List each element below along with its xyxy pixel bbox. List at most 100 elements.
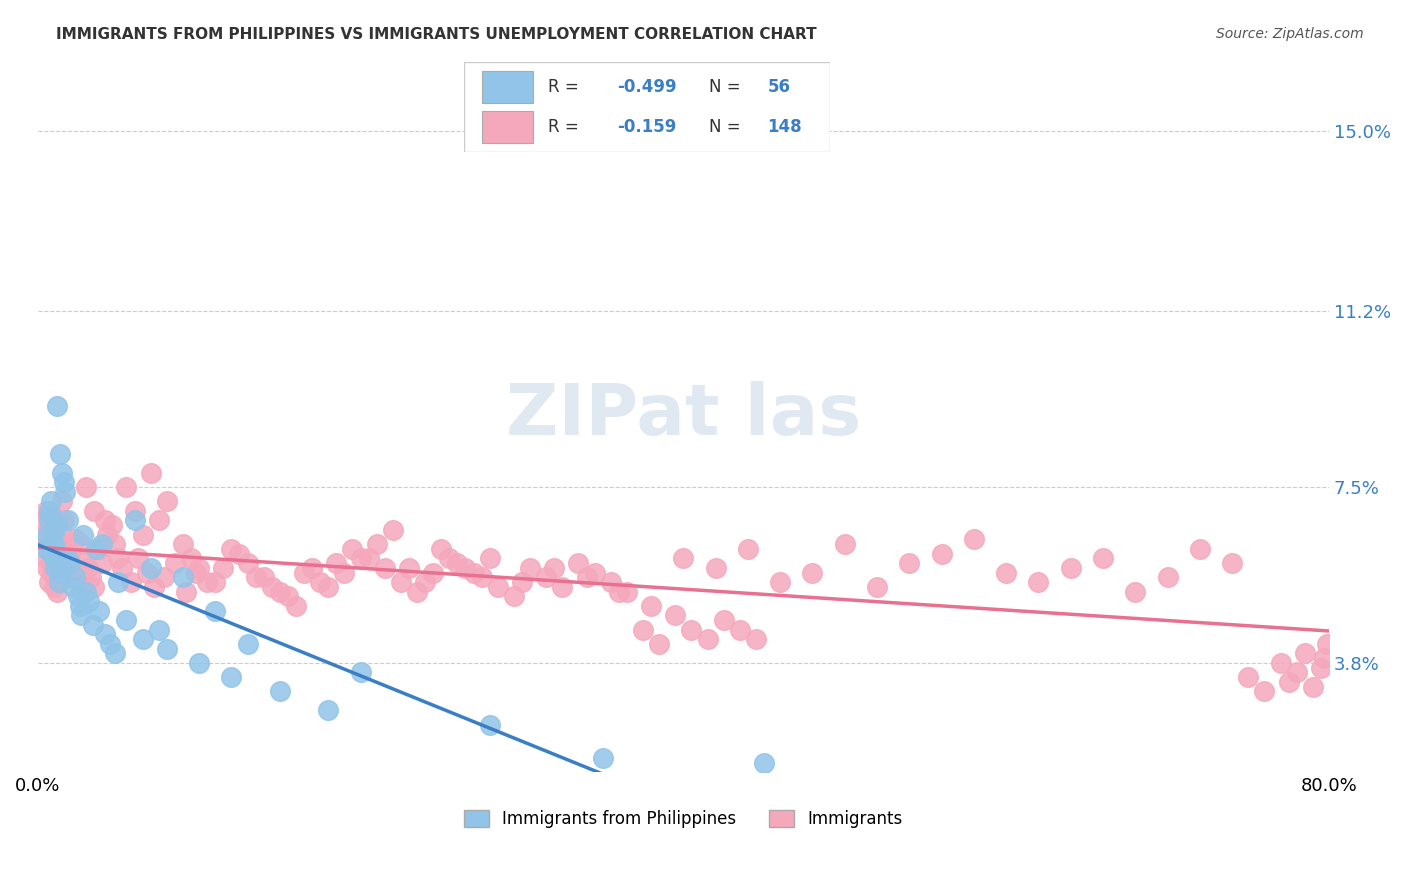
Point [260,580,283,594]
Point [1285,665,1308,680]
Point [48,561,70,575]
Point [463,566,485,580]
Point [422,566,444,580]
Point [39,508,62,523]
Point [31,527,53,541]
Point [174,584,197,599]
Point [51,494,73,508]
Point [510,575,533,590]
Point [80,570,103,584]
Point [236,637,259,651]
Point [648,637,671,651]
Point [713,613,735,627]
Text: Source: ZipAtlas.com: Source: ZipAtlas.com [1216,27,1364,41]
Point [37,527,59,541]
Point [592,751,614,765]
Point [236,556,259,570]
Point [898,556,921,570]
Point [381,523,404,537]
Point [124,513,146,527]
Point [204,603,226,617]
Point [35,551,58,566]
Point [333,566,356,580]
Point [664,608,686,623]
Point [63,570,86,584]
Point [131,527,153,541]
Point [55,551,77,566]
Point [269,684,291,698]
Point [53,484,76,499]
Point [631,623,654,637]
Point [502,590,524,604]
Point [430,541,453,556]
Point [73,551,96,566]
Point [963,533,986,547]
Point [32,513,55,527]
Point [184,566,207,580]
Point [53,537,76,551]
Point [681,623,703,637]
Point [221,541,243,556]
Point [163,556,186,570]
Point [349,551,371,566]
FancyBboxPatch shape [464,62,830,152]
Point [101,518,124,533]
Point [83,504,105,518]
Point [84,541,107,556]
Point [42,518,65,533]
Point [728,623,751,637]
Point [51,527,73,541]
Point [180,551,202,566]
Point [42,551,65,566]
Point [534,570,557,584]
Point [446,556,468,570]
Text: ZIPat las: ZIPat las [506,381,860,450]
Point [277,590,299,604]
Point [366,537,388,551]
Point [67,575,90,590]
Point [349,665,371,680]
Point [995,566,1018,580]
Point [39,494,62,508]
Point [212,561,235,575]
Point [62,566,84,580]
Point [120,575,142,590]
Point [46,400,69,414]
Point [91,556,114,570]
Point [39,556,62,570]
Point [188,561,211,575]
Point [124,504,146,518]
Point [413,575,436,590]
Point [91,537,114,551]
Point [737,541,759,556]
Point [39,547,62,561]
Point [94,627,117,641]
Point [1237,670,1260,684]
Point [1188,541,1211,556]
Point [551,580,574,594]
Point [478,551,501,566]
Point [152,570,174,584]
Point [519,561,541,575]
Point [156,641,179,656]
Point [87,603,110,617]
Point [398,561,420,575]
Point [44,561,66,575]
Point [131,632,153,646]
Text: -0.159: -0.159 [617,118,676,136]
Point [41,547,63,561]
Point [607,584,630,599]
Point [228,547,250,561]
Point [1302,680,1324,694]
Text: N =: N = [709,118,745,136]
Point [316,703,339,717]
Point [62,580,84,594]
Point [188,656,211,670]
Point [63,533,86,547]
Text: -0.499: -0.499 [617,78,678,95]
Point [107,551,129,566]
Point [52,475,75,490]
Point [406,584,429,599]
Point [59,547,82,561]
Point [44,551,66,566]
